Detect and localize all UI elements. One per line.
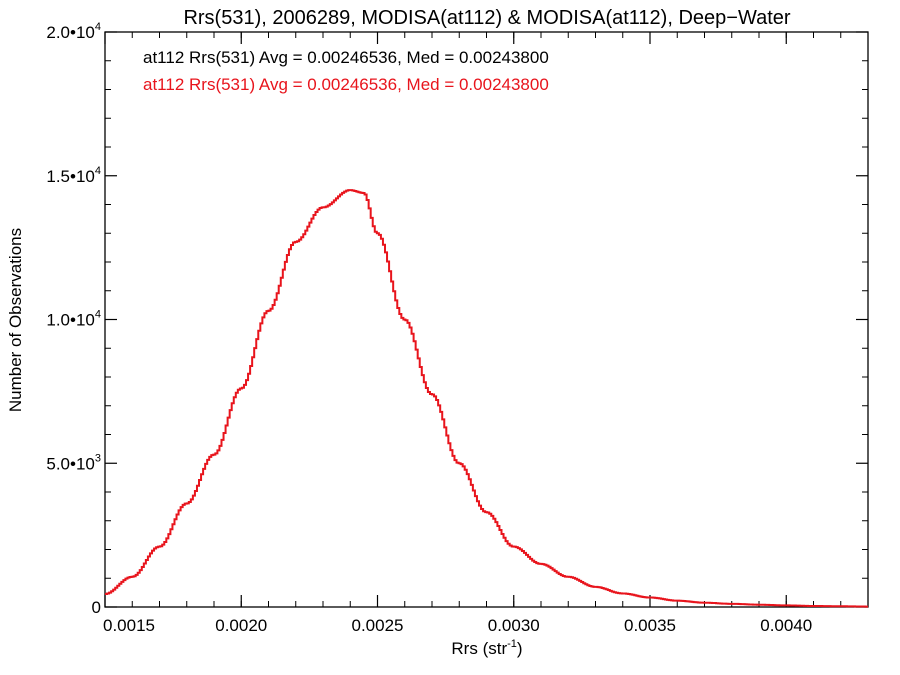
y-axis-label: Number of Observations xyxy=(6,228,25,412)
annotation-text: at112 Rrs(531) Avg = 0.00246536, Med = 0… xyxy=(143,48,549,67)
x-axis-label: Rrs (str-1) xyxy=(451,638,522,658)
chart-title: Rrs(531), 2006289, MODISA(at112) & MODIS… xyxy=(183,7,790,29)
x-tick-label: 0.0035 xyxy=(624,616,676,635)
y-tick-label: 1.0•104 xyxy=(46,309,101,330)
y-axis-ticks: 0 5.0•103 1.0•104 1.5•104 2.0•104 xyxy=(46,21,868,617)
annotation-text: at112 Rrs(531) Avg = 0.00246536, Med = 0… xyxy=(143,75,549,94)
y-tick-label: 2.0•104 xyxy=(46,21,101,42)
annotations: at112 Rrs(531) Avg = 0.00246536, Med = 0… xyxy=(143,48,549,94)
y-tick-label: 5.0•103 xyxy=(46,452,101,473)
x-tick-label: 0.0025 xyxy=(352,616,404,635)
x-tick-label: 0.0040 xyxy=(760,616,812,635)
plot-frame xyxy=(104,31,869,608)
x-tick-label: 0.0020 xyxy=(215,616,267,635)
y-tick-label: 1.5•104 xyxy=(46,165,101,186)
x-tick-label: 0.0030 xyxy=(488,616,540,635)
x-tick-label: 0.0015 xyxy=(103,616,155,635)
x-axis-ticks: 0.0015 0.0020 0.0025 0.0030 0.0035 0.0040 xyxy=(103,32,869,635)
y-tick-label: 0 xyxy=(92,598,101,617)
histogram-series-line xyxy=(105,189,868,608)
